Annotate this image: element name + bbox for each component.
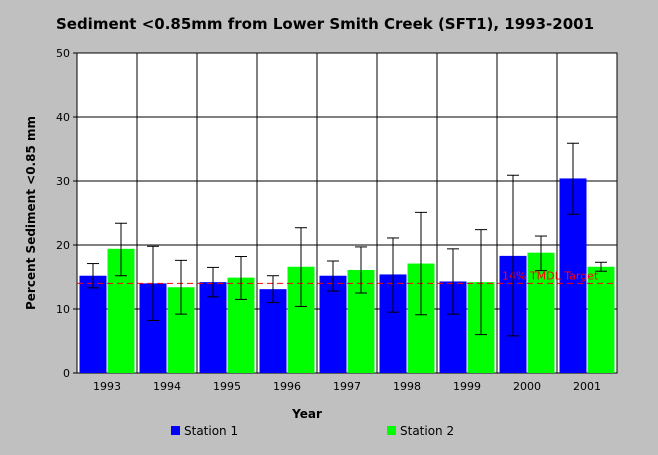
bar-1-2001 — [587, 266, 615, 373]
target-label: 14% TMDL Target — [502, 269, 599, 282]
x-tick-label: 1994 — [153, 380, 181, 393]
y-axis-label: Percent Sediment <0.85 mm — [24, 116, 38, 310]
x-tick-label: 1993 — [93, 380, 121, 393]
grid-lines — [77, 52, 617, 374]
y-tick-label: 20 — [56, 239, 70, 252]
legend-label-1: Station 2 — [400, 424, 454, 438]
target-line: 14% TMDL Target — [77, 269, 617, 284]
x-tick-label: 1995 — [213, 380, 241, 393]
y-tick-label: 50 — [56, 47, 70, 60]
x-axis-label: Year — [291, 407, 322, 421]
y-tick-label: 10 — [56, 303, 70, 316]
legend-swatch-1 — [387, 426, 396, 435]
x-axis-ticks: 1993 1994 1995 1996 1997 1998 1999 2000 2001 — [93, 380, 601, 393]
x-tick-label: 2000 — [513, 380, 541, 393]
error-bars — [87, 142, 607, 337]
chart-title: Sediment <0.85mm from Lower Smith Creek … — [56, 15, 594, 33]
y-tick-label: 0 — [63, 367, 70, 380]
x-tick-label: 1998 — [393, 380, 421, 393]
bars — [79, 178, 615, 373]
y-axis-ticks: 0 10 20 30 40 50 — [56, 47, 77, 380]
plot-area — [76, 52, 618, 374]
x-tick-label: 2001 — [573, 380, 601, 393]
legend: Station 1 Station 2 — [171, 424, 454, 438]
y-tick-label: 30 — [56, 175, 70, 188]
legend-label-0: Station 1 — [184, 424, 238, 438]
x-tick-label: 1999 — [453, 380, 481, 393]
x-tick-label: 1996 — [273, 380, 301, 393]
bar-1-2000 — [527, 252, 555, 373]
bar-0-1997 — [319, 275, 347, 373]
y-tick-label: 40 — [56, 111, 70, 124]
legend-swatch-0 — [171, 426, 180, 435]
bar-0-1996 — [259, 289, 287, 373]
x-tick-label: 1997 — [333, 380, 361, 393]
bar-0-1993 — [79, 275, 107, 373]
